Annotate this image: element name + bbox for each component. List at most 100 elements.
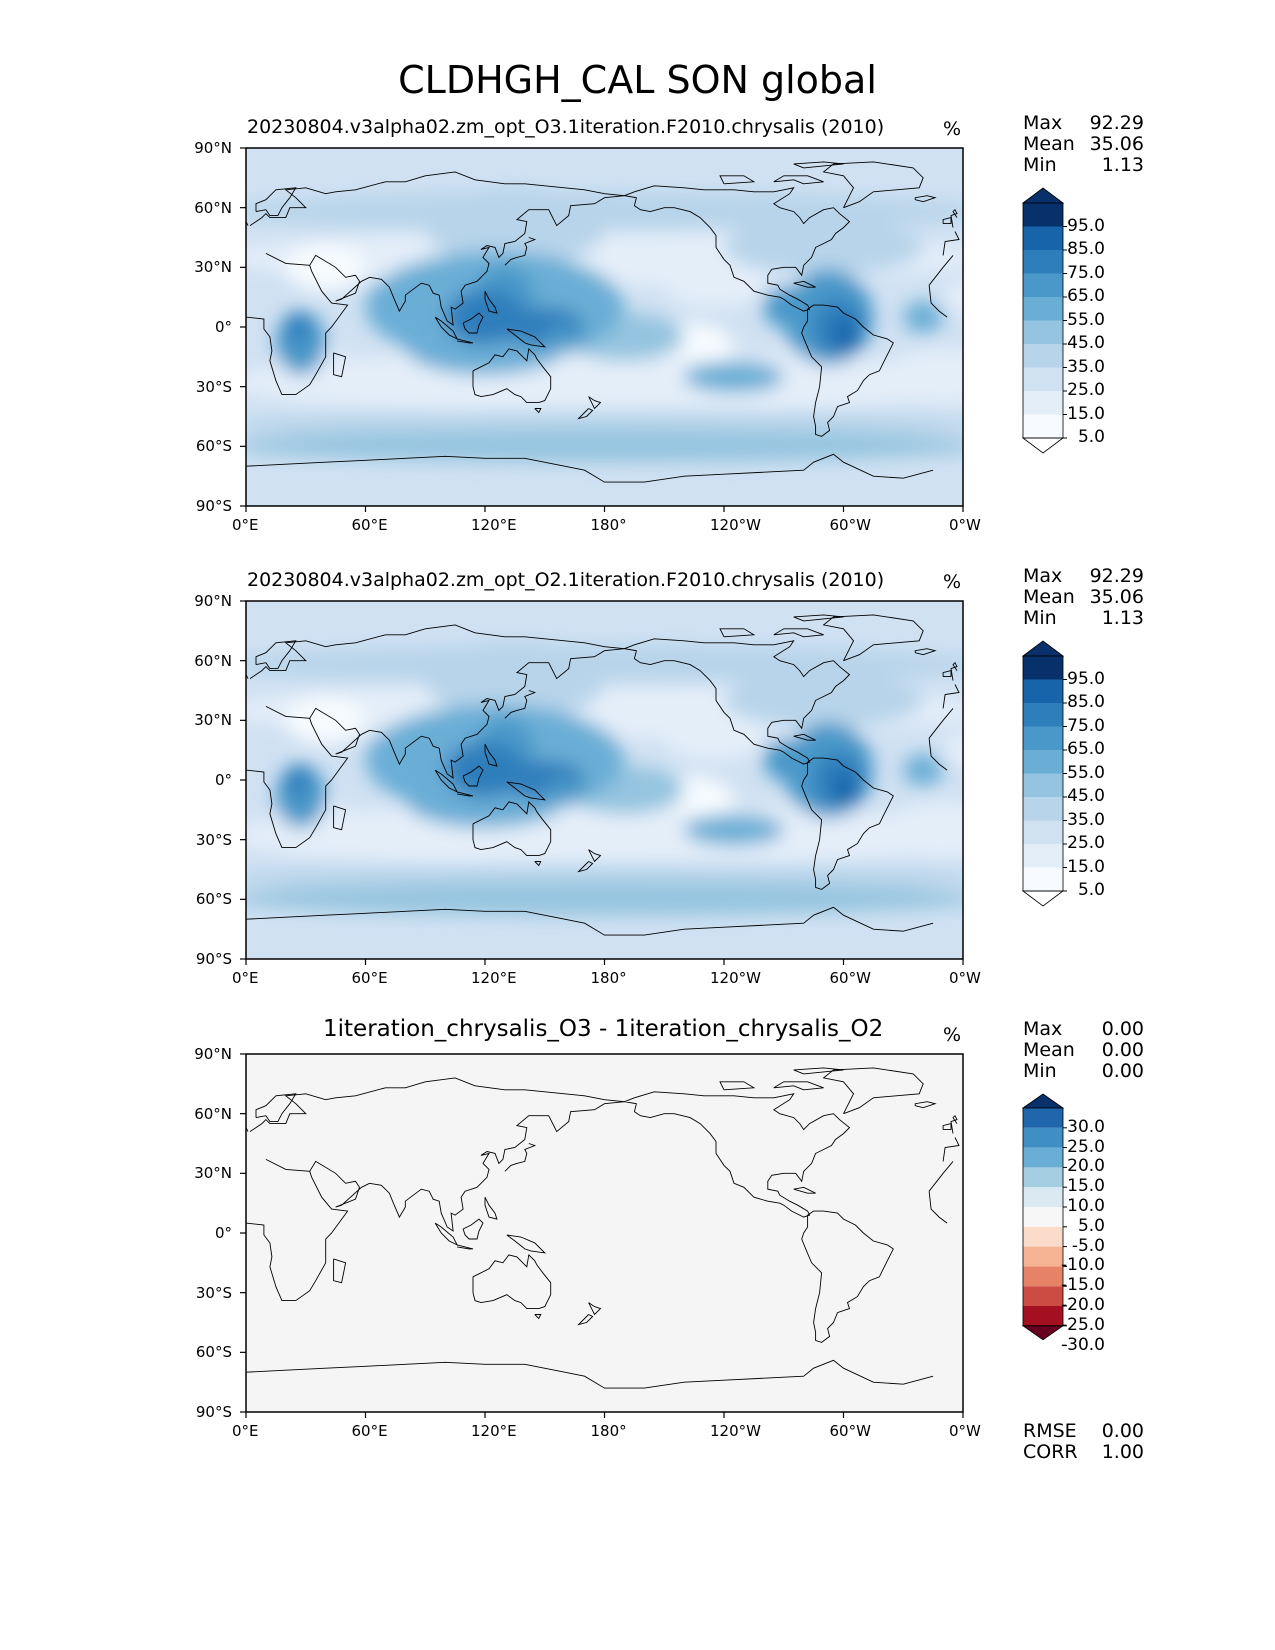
coastline <box>719 628 756 638</box>
coastline <box>942 231 960 256</box>
y-tick-label: 90°N <box>194 1045 232 1063</box>
colorbar-swatch <box>1023 679 1063 703</box>
cloud-contour-region <box>445 289 525 345</box>
colorbar-label: 35.0 <box>1067 809 1105 830</box>
coastline <box>255 187 297 217</box>
colorbar-label: 75.0 <box>1067 715 1105 736</box>
coastline <box>942 1137 960 1162</box>
coastline <box>773 1081 824 1091</box>
x-tick-label: 120°W <box>710 516 761 534</box>
y-tick-label: 30°S <box>195 377 232 396</box>
coastline <box>249 171 625 226</box>
coastline <box>914 1101 937 1109</box>
coastline <box>246 453 934 483</box>
cloud-contour-region <box>664 720 764 761</box>
coastline <box>928 1161 954 1192</box>
coastline <box>462 765 484 787</box>
colorbar-label: -20.0 <box>1061 1295 1105 1315</box>
cloud-fraction-map <box>240 600 964 965</box>
coastline <box>801 304 894 437</box>
difference-field <box>246 1054 963 1412</box>
colorbar-label: 20.0 <box>1067 1156 1105 1177</box>
colorbar-swatch <box>1023 1286 1063 1306</box>
cloud-contour-region <box>943 732 963 768</box>
coastline <box>255 640 297 670</box>
stat-value: 92.29 <box>1089 565 1144 587</box>
x-tick-label: 120°W <box>710 1422 761 1440</box>
x-tick-label: 60°W <box>829 969 871 987</box>
x-tick-label: 0°E <box>232 1422 259 1440</box>
cloud-contour-region <box>684 360 784 393</box>
x-tick-label: 60°W <box>829 516 871 534</box>
y-tick-label: 90°S <box>195 1403 232 1421</box>
colorbar-extend-max <box>1021 1093 1065 1109</box>
cloud-contour-region <box>246 883 963 916</box>
coastline <box>822 1067 924 1115</box>
x-tick-label: 120°E <box>471 1422 517 1440</box>
colorbar-swatch <box>1023 203 1063 227</box>
colorbar-label: 30.0 <box>1067 1116 1105 1137</box>
colorbar-label: 25.0 <box>1067 380 1105 400</box>
coastline <box>928 285 948 318</box>
colorbar-swatch <box>1023 844 1063 868</box>
colorbar-label: 65.0 <box>1067 739 1105 759</box>
x-tick-label: 0°E <box>232 516 259 534</box>
x-tick-label: 120°W <box>710 969 761 987</box>
cloud-contour-region <box>285 243 366 292</box>
colorbar-label: 45.0 <box>1067 786 1105 806</box>
x-tick-label: 60°E <box>351 516 388 534</box>
coastline <box>588 849 602 863</box>
coastline <box>773 175 824 185</box>
y-tick-label: 60°S <box>195 1343 232 1362</box>
colorbar-swatch <box>1023 1127 1063 1148</box>
stat-label: Min <box>1023 607 1057 629</box>
coastline <box>472 347 552 404</box>
cloud-contour-region <box>763 287 800 327</box>
coastline <box>801 1210 894 1343</box>
coastline <box>246 705 349 849</box>
y-tick-label: 90°N <box>194 139 232 157</box>
cloud-contour-region <box>883 348 963 405</box>
coastline <box>249 624 625 679</box>
colorbar-swatch <box>1023 344 1063 368</box>
colorbar-label: 55.0 <box>1067 762 1105 783</box>
coastline <box>942 1123 952 1131</box>
colorbar-swatch <box>1023 250 1063 274</box>
y-tick-label: 0° <box>214 318 232 336</box>
coastline <box>928 1191 948 1224</box>
coastline <box>801 757 894 890</box>
colorbar-swatch <box>1023 367 1063 391</box>
coastline <box>577 408 594 420</box>
coastline <box>719 1081 756 1091</box>
colorbar-swatch <box>1023 1246 1063 1267</box>
x-tick-label: 60°W <box>829 1422 871 1440</box>
colorbar-label: 95.0 <box>1067 215 1105 236</box>
colorbar-label: -15.0 <box>1061 1275 1105 1296</box>
coastline <box>577 1314 594 1326</box>
stat-value: 92.29 <box>1089 112 1144 134</box>
stat-label: Min <box>1023 154 1057 176</box>
difference-map <box>240 1053 964 1418</box>
colorbar-swatch <box>1023 726 1063 750</box>
x-tick-label: 120°E <box>471 969 517 987</box>
cloud-contour-region <box>544 325 585 349</box>
colorbar-swatch <box>1023 1207 1063 1227</box>
coastline <box>309 1101 625 1232</box>
colorbar-swatch <box>1023 273 1063 297</box>
colorbar <box>1021 640 1067 907</box>
colorbar-label: 25.0 <box>1067 1136 1105 1157</box>
colorbar-outline <box>1022 1107 1064 1327</box>
cloud-contour-region <box>883 801 963 858</box>
cloud-contour-region <box>246 350 963 415</box>
panel-title: 1iteration_chrysalis_O3 - 1iteration_chr… <box>323 1016 884 1042</box>
y-tick-label: 60°S <box>195 890 232 909</box>
cloud-contour-region <box>544 778 585 802</box>
x-tick-label: 180° <box>590 1422 627 1440</box>
cloud-contour-region <box>763 740 800 780</box>
coastline <box>484 290 498 314</box>
panel-title: 20230804.v3alpha02.zm_opt_O3.1iteration.… <box>247 116 885 138</box>
coastline <box>942 670 952 678</box>
colorbar-label: 5.0 <box>1077 880 1105 900</box>
cloud-contour-region <box>684 813 784 846</box>
stat-label: Mean <box>1023 1039 1075 1061</box>
